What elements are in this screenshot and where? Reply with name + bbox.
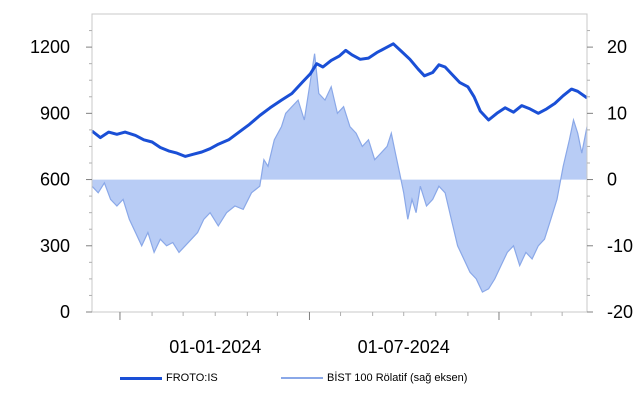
y-left-tick-label: 600 bbox=[40, 170, 70, 190]
y-right-tick-label: -10 bbox=[607, 236, 633, 256]
line-series-layer bbox=[91, 42, 588, 158]
y-right-tick-label: 10 bbox=[607, 103, 627, 123]
y-left-tick-label: 900 bbox=[40, 103, 70, 123]
legend: FROTO:IS BİST 100 Rölatif (sağ eksen) bbox=[0, 372, 643, 390]
legend-label-froto: FROTO:IS bbox=[166, 372, 218, 384]
area-series-bist-fill bbox=[92, 53, 587, 293]
y-right-tick-label: 20 bbox=[607, 37, 627, 57]
legend-swatch-bist bbox=[281, 377, 323, 379]
legend-swatch-froto bbox=[120, 376, 162, 380]
x-tick-label: 01-01-2024 bbox=[169, 337, 261, 357]
legend-item-froto: FROTO:IS bbox=[120, 372, 218, 384]
line-series-froto bbox=[91, 42, 588, 158]
area-series-layer bbox=[91, 53, 588, 293]
legend-item-bist: BİST 100 Rölatif (sağ eksen) bbox=[281, 372, 467, 384]
y-left-tick-label: 0 bbox=[60, 302, 70, 322]
axes: 0 300 600 900 1200 -20 -10 0 10 20 01-01-2024 01-07… bbox=[30, 30, 633, 357]
y-left-tick-label: 300 bbox=[40, 236, 70, 256]
y-right-tick-label: 0 bbox=[607, 170, 617, 190]
area-series-bist-line bbox=[91, 53, 588, 293]
legend-label-bist: BİST 100 Rölatif (sağ eksen) bbox=[327, 372, 468, 384]
y-left-tick-label: 1200 bbox=[30, 37, 70, 57]
y-right-tick-label: -20 bbox=[607, 302, 633, 322]
x-tick-label: 01-07-2024 bbox=[358, 337, 450, 357]
